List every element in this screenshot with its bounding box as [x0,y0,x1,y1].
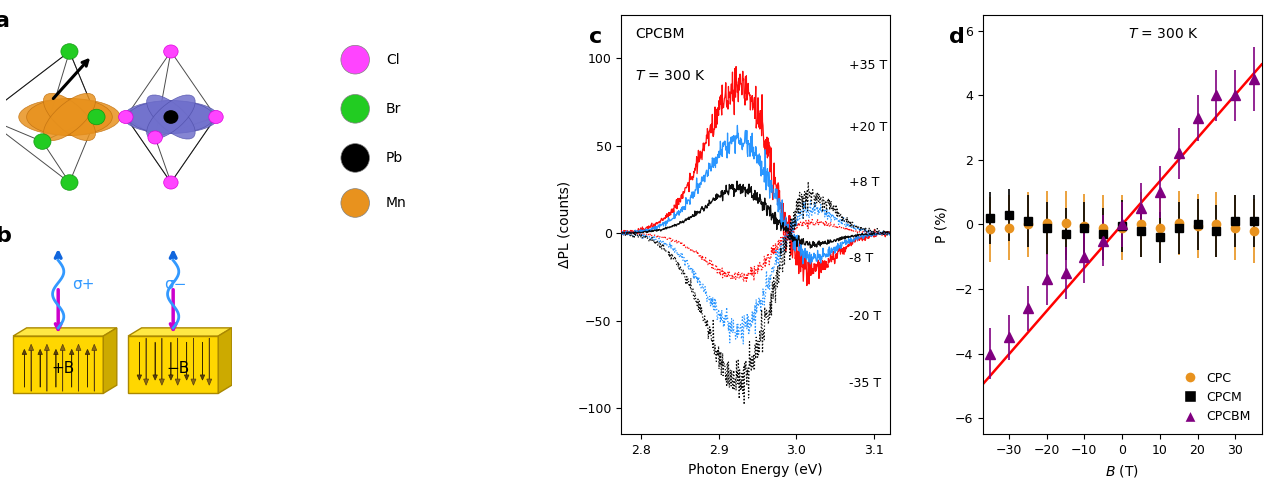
FancyArrow shape [70,349,74,387]
FancyArrow shape [60,344,65,391]
Text: $T$ = 300 K: $T$ = 300 K [1127,27,1198,41]
Circle shape [61,44,79,59]
Circle shape [148,131,162,144]
Ellipse shape [43,93,95,141]
Polygon shape [128,336,218,393]
FancyArrow shape [22,349,27,387]
FancyArrow shape [53,349,58,387]
Circle shape [209,110,223,123]
Ellipse shape [27,99,113,136]
Text: +B: +B [51,361,75,376]
FancyArrow shape [143,338,148,385]
Text: Pb: Pb [385,151,403,165]
Circle shape [34,134,51,149]
Circle shape [341,189,369,217]
X-axis label: Photon Energy (eV): Photon Energy (eV) [689,463,823,477]
Circle shape [341,143,369,172]
Polygon shape [13,336,103,393]
Text: Cl: Cl [385,53,399,67]
Polygon shape [218,328,232,393]
Circle shape [164,45,178,58]
FancyArrow shape [29,344,34,391]
FancyArrow shape [207,338,212,385]
Text: a: a [0,11,10,31]
Text: +20 T: +20 T [850,122,888,135]
FancyArrow shape [153,342,157,380]
Circle shape [164,176,178,189]
Text: -8 T: -8 T [850,251,874,264]
Text: σ−: σ− [164,277,186,292]
Circle shape [119,110,133,123]
Circle shape [164,111,178,123]
Text: Mn: Mn [385,196,407,210]
Text: b: b [0,225,11,245]
Circle shape [87,109,105,125]
Text: Br: Br [385,102,401,116]
Circle shape [341,95,369,123]
Text: -20 T: -20 T [850,310,881,324]
Text: +8 T: +8 T [850,176,880,189]
Text: +35 T: +35 T [850,59,888,72]
Ellipse shape [123,101,218,133]
Ellipse shape [147,95,195,139]
FancyArrow shape [175,338,180,385]
Polygon shape [128,328,232,336]
Polygon shape [13,328,117,336]
FancyArrow shape [169,342,174,380]
FancyArrow shape [200,342,204,380]
Legend: CPC, CPCM, CPCBM: CPC, CPCM, CPCBM [1173,366,1255,428]
Y-axis label: P (%): P (%) [935,206,948,243]
Ellipse shape [128,101,214,133]
Polygon shape [103,328,117,393]
FancyArrow shape [184,342,189,380]
Ellipse shape [43,93,95,141]
Text: d: d [948,27,965,47]
Text: σ+: σ+ [72,277,94,292]
X-axis label: $B$ (T): $B$ (T) [1106,463,1139,479]
FancyArrow shape [160,338,165,385]
Text: $T$ = 300 K: $T$ = 300 K [635,69,706,83]
FancyArrow shape [76,344,81,391]
Text: -35 T: -35 T [850,377,881,390]
Text: −B: −B [166,361,189,376]
FancyArrow shape [38,349,42,387]
FancyArrow shape [91,344,96,391]
Text: c: c [590,27,602,47]
FancyArrow shape [137,342,142,380]
Circle shape [341,45,369,74]
FancyArrow shape [85,349,90,387]
FancyArrow shape [44,344,49,391]
Ellipse shape [147,95,195,139]
Text: CPCBM: CPCBM [635,27,685,41]
Y-axis label: ΔPL (counts): ΔPL (counts) [558,181,572,268]
Ellipse shape [19,99,120,136]
Circle shape [61,175,79,190]
FancyArrow shape [191,338,197,385]
